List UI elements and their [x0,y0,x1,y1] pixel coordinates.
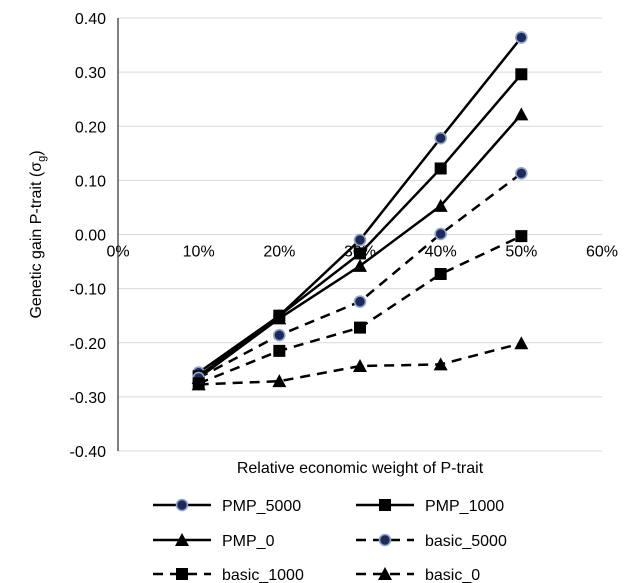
data-point [433,198,448,212]
data-point [434,162,447,175]
y-tick-label: 0.00 [75,228,106,245]
legend-label: PMP_1000 [425,498,504,515]
series-PMP_0 [191,107,529,384]
data-point [514,107,529,121]
legend-item: basic_0 [356,567,480,583]
data-point [273,344,286,357]
y-tick-label: -0.20 [70,336,107,353]
x-tick-label: 50% [505,244,537,261]
data-point [175,498,189,512]
data-point [176,568,188,580]
series-basic_0 [191,336,529,391]
data-point [434,268,447,281]
y-tick-label: 0.20 [75,119,106,136]
y-tick-label: 0.40 [75,11,106,28]
y-tick-label: 0.10 [75,173,106,190]
data-point [434,131,447,145]
data-point [378,567,392,580]
x-tick-label: 40% [425,244,457,261]
y-axis-label: Genetic gain P-trait (σg) [28,150,48,318]
y-tick-label: -0.40 [70,444,107,461]
x-axis-label: Relative economic weight of P-trait [237,460,484,477]
data-point [272,374,287,388]
data-point [354,247,366,260]
legend-item: PMP_1000 [356,498,504,515]
x-tick-label: 0% [106,244,129,261]
legend-label: basic_0 [425,567,480,583]
y-tick-labels: 0.40 0.30 0.20 0.10 0.00 -0.10 -0.20 -0.30 -0.40 [70,11,107,461]
data-point [353,359,367,373]
legend-item: basic_5000 [356,533,507,550]
x-tick-label: 10% [183,244,215,261]
data-point [273,328,286,342]
data-point [378,533,392,547]
legend-label: PMP_5000 [222,498,301,515]
data-point [515,230,528,243]
legend-item: PMP_5000 [153,498,301,515]
data-point [191,377,206,391]
y-tick-label: 0.30 [75,65,106,82]
x-tick-label: 20% [263,244,295,261]
data-point [353,258,367,272]
legend-label: basic_1000 [222,567,304,583]
data-point [353,295,367,308]
legend-item: basic_1000 [153,567,304,583]
data-point [514,336,529,350]
data-point [272,311,287,325]
data-point [175,533,189,546]
data-point [515,167,528,180]
legend: PMP_5000 PMP_1000 PMP_0 basic_5000 basic_100… [153,498,507,583]
data-point [379,499,391,511]
legend-label: basic_5000 [425,533,507,550]
data-point [353,233,367,247]
y-tick-label: -0.30 [70,390,107,407]
legend-item: PMP_0 [153,533,275,550]
legend-label: PMP_0 [222,533,275,550]
data-point [515,31,528,44]
data-point [433,357,448,371]
x-tick-label: 60% [586,244,618,261]
x-tick-labels: 0%10%20%30%40%50%60% [106,244,618,261]
data-point [434,227,447,241]
y-tick-label: -0.10 [70,282,107,299]
series-basic_5000 [192,167,528,385]
data-point [354,321,366,334]
series-layer [191,31,529,391]
data-point [515,68,528,81]
series-line [198,172,523,380]
series-PMP_1000 [192,68,528,383]
